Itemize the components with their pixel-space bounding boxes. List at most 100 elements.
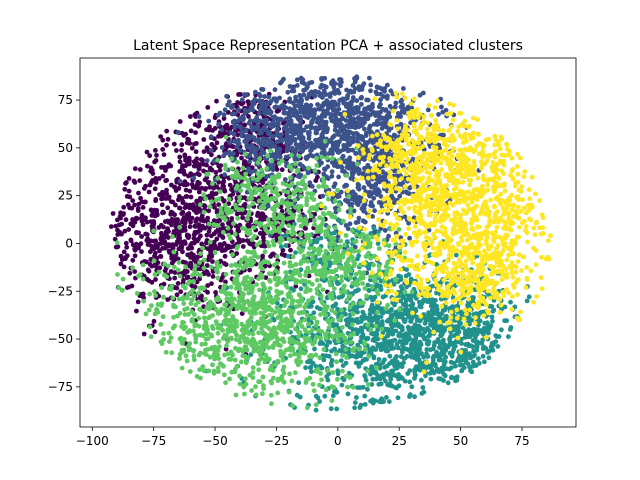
data-point — [271, 262, 277, 268]
data-point — [143, 183, 148, 189]
data-point — [386, 233, 391, 239]
data-point — [191, 175, 197, 181]
data-point — [140, 293, 146, 298]
data-point — [237, 373, 243, 379]
data-point — [189, 264, 195, 270]
data-point — [211, 185, 217, 191]
data-point — [270, 343, 276, 349]
data-point — [364, 97, 369, 103]
data-point — [367, 349, 373, 355]
data-point — [177, 205, 182, 211]
data-point — [187, 161, 192, 167]
data-point — [329, 357, 335, 363]
data-point — [187, 224, 193, 230]
data-point — [182, 220, 188, 226]
data-point — [313, 137, 318, 143]
data-point — [193, 163, 199, 169]
data-point — [335, 368, 341, 374]
data-point — [389, 344, 395, 350]
data-point — [132, 269, 138, 274]
data-point — [392, 358, 398, 364]
data-point — [273, 151, 279, 157]
data-point — [213, 229, 219, 235]
data-point — [155, 245, 160, 250]
data-point — [305, 104, 311, 110]
data-point — [202, 351, 208, 356]
data-point — [259, 217, 265, 223]
data-point — [121, 249, 127, 255]
data-point — [437, 353, 443, 359]
data-point — [385, 332, 391, 338]
data-point — [201, 149, 207, 155]
data-point — [213, 170, 219, 175]
data-point — [212, 250, 218, 255]
data-point — [196, 114, 202, 119]
data-point — [343, 317, 349, 323]
data-point — [332, 91, 338, 96]
data-point — [197, 225, 203, 231]
data-point — [176, 186, 182, 191]
data-point — [468, 355, 473, 361]
data-point — [364, 111, 369, 116]
data-point — [212, 125, 218, 131]
data-point — [362, 393, 368, 399]
data-point — [227, 182, 233, 188]
data-point — [278, 132, 284, 138]
data-point — [445, 380, 451, 386]
data-point — [291, 88, 297, 94]
data-point — [249, 142, 255, 148]
data-point — [309, 369, 314, 375]
data-point — [382, 364, 387, 370]
data-point — [141, 331, 147, 337]
data-point — [409, 354, 414, 360]
data-point — [151, 228, 157, 234]
data-point — [425, 334, 431, 339]
data-point — [417, 360, 423, 365]
data-point — [283, 110, 289, 116]
data-point — [329, 307, 335, 313]
data-point — [133, 241, 139, 247]
data-point — [249, 104, 255, 110]
data-point — [250, 365, 256, 371]
data-point — [306, 94, 311, 100]
data-point — [236, 228, 242, 234]
data-point — [401, 86, 406, 91]
data-point — [219, 248, 225, 254]
data-point — [244, 274, 250, 280]
data-point — [398, 274, 403, 279]
data-point — [313, 407, 319, 413]
data-point — [322, 166, 327, 172]
data-point — [265, 131, 271, 137]
data-point — [309, 119, 314, 125]
data-point — [344, 355, 349, 360]
data-point — [415, 324, 421, 330]
data-point — [160, 147, 166, 152]
data-point — [209, 254, 215, 259]
data-point — [219, 145, 225, 150]
data-point — [270, 119, 276, 125]
data-point — [196, 166, 202, 172]
data-point — [209, 264, 214, 270]
data-point — [337, 348, 343, 353]
data-point — [336, 174, 341, 180]
data-point — [275, 116, 281, 122]
data-point — [286, 294, 291, 300]
data-point — [169, 350, 175, 356]
data-point — [140, 276, 146, 282]
data-point — [331, 286, 337, 291]
data-point — [193, 302, 199, 308]
data-point — [354, 105, 360, 110]
data-point — [153, 198, 159, 204]
data-point — [442, 366, 448, 372]
data-point — [183, 260, 189, 265]
data-point — [383, 378, 388, 384]
data-point — [180, 249, 185, 255]
data-point — [242, 92, 247, 97]
data-point — [287, 289, 293, 295]
data-point — [378, 347, 384, 353]
data-point — [266, 94, 272, 100]
data-point — [148, 165, 154, 171]
data-point — [220, 222, 225, 228]
data-point — [172, 184, 177, 190]
data-point — [132, 253, 138, 259]
